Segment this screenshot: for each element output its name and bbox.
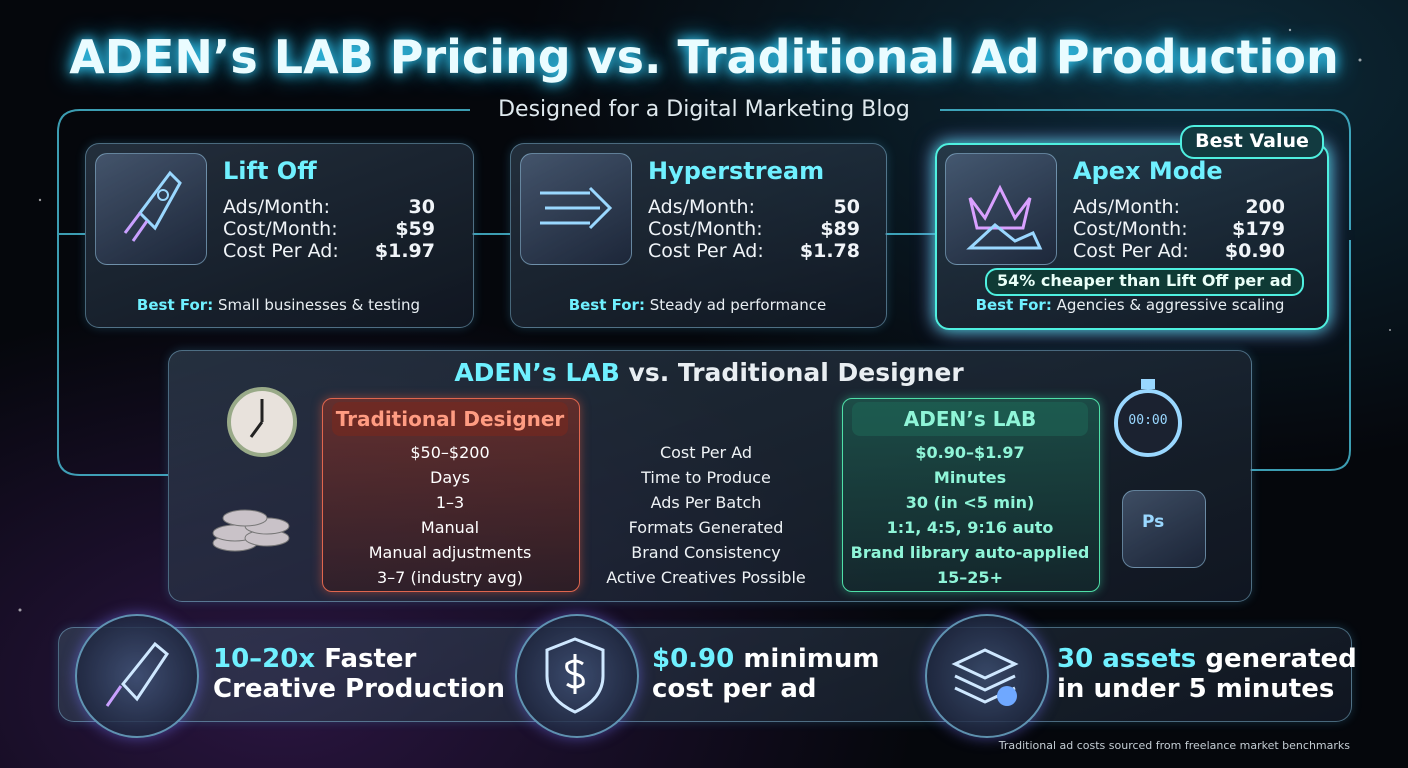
feature-text: Faster xyxy=(324,644,417,674)
plan-name: Lift Off xyxy=(223,157,317,185)
best-for: Best For: Small businesses & testing xyxy=(85,296,472,314)
badge: Best Value xyxy=(1180,125,1324,159)
plan-row-label: Ads/Month: xyxy=(648,196,755,218)
traditional-cell: Manual xyxy=(420,518,480,537)
best-for: Best For: Steady ad performance xyxy=(510,296,885,314)
icon xyxy=(925,614,1045,734)
icon-graphic xyxy=(966,184,1043,250)
traditional-header: Traditional Designer xyxy=(332,402,568,436)
plan-row-label: Cost Per Ad: xyxy=(648,240,764,262)
plan-row-value: $59 xyxy=(395,218,435,240)
traditional-cell: 3–7 (industry avg) xyxy=(377,568,523,587)
plan-row-value: $179 xyxy=(1232,218,1285,240)
aden-cell: $0.90–$1.97 xyxy=(915,443,1025,462)
best-for-text: Small businesses & testing xyxy=(217,296,421,314)
feature-highlight: 30 assets xyxy=(1057,644,1197,674)
subtitle: Designed for a Digital Marketing Blog xyxy=(498,97,910,122)
best-for: Best For: Agencies & aggressive scaling xyxy=(935,296,1325,314)
plan-row-value: $1.78 xyxy=(799,240,860,262)
aden-cell: 1:1, 4:5, 9:16 auto xyxy=(886,518,1054,537)
traditional-cell: Days xyxy=(430,468,470,487)
footnote: Traditional ad costs sourced from freela… xyxy=(998,739,1350,752)
traditional-cell: 1–3 xyxy=(435,493,465,512)
plan-name: Hyperstream xyxy=(648,157,825,185)
icon xyxy=(205,488,295,563)
icon-graphic xyxy=(540,186,613,230)
app-window xyxy=(1122,490,1206,568)
plan-row-label: Cost Per Ad: xyxy=(1073,240,1189,262)
metric-cell: Time to Produce xyxy=(641,468,771,487)
feature-highlight: $0.90 xyxy=(652,644,735,674)
metric-cell: Brand Consistency xyxy=(631,543,781,562)
feature-line2: Creative Production xyxy=(213,674,506,704)
feature-text: minimum xyxy=(743,644,880,674)
feature-highlight: 10–20x xyxy=(213,644,316,674)
best-for-label: Best For: xyxy=(136,296,214,314)
traditional-cell: Manual adjustments xyxy=(368,543,532,562)
plan-row-label: Cost/Month: xyxy=(648,218,763,240)
aden-header: ADEN’s LAB xyxy=(852,402,1088,436)
icon xyxy=(75,614,195,734)
feature-line1: 30 assets generated xyxy=(1057,644,1357,674)
icon xyxy=(1108,375,1188,460)
best-for-label: Best For: xyxy=(568,296,645,314)
icon xyxy=(95,153,205,263)
title-rest: vs. Traditional Designer xyxy=(628,358,964,387)
plan-row-value: 30 xyxy=(408,196,435,218)
plan-row-label: Ads/Month: xyxy=(223,196,330,218)
plan-row-value: 200 xyxy=(1245,196,1285,218)
plan-row-value: 50 xyxy=(833,196,860,218)
plan-row-value: $89 xyxy=(820,218,860,240)
metric-cell: Ads Per Batch xyxy=(650,493,762,512)
app-icon-label: Ps xyxy=(1142,512,1165,532)
plan-row-label: Cost/Month: xyxy=(1073,218,1188,240)
plan-row-label: Ads/Month: xyxy=(1073,196,1180,218)
plan-icon-box xyxy=(95,153,207,265)
plan-row-value: $0.90 xyxy=(1224,240,1285,262)
aden-cell: 15–25+ xyxy=(937,568,1003,587)
icon-graphic xyxy=(545,637,605,714)
plan-row-value: $1.97 xyxy=(374,240,435,262)
icon xyxy=(520,153,630,263)
best-for-label: Best For: xyxy=(975,296,1052,314)
feature-line1: $0.90 minimum xyxy=(652,644,879,674)
plan-name: Apex Mode xyxy=(1073,157,1223,185)
icon xyxy=(945,153,1055,263)
aden-cell: 30 (in <5 min) xyxy=(905,493,1035,512)
icon xyxy=(515,614,635,734)
icon-graphic xyxy=(1114,379,1182,457)
metric-cell: Formats Generated xyxy=(628,518,784,537)
icon-graphic xyxy=(227,387,297,457)
title-highlight: ADEN’s LAB xyxy=(454,358,620,387)
aden-cell: Minutes xyxy=(933,468,1007,487)
feature-line2: cost per ad xyxy=(652,674,817,704)
aden-cell: Brand library auto-applied xyxy=(850,543,1090,562)
feature-line2: in under 5 minutes xyxy=(1057,674,1335,704)
metric-cell: Active Creatives Possible xyxy=(606,568,806,587)
best-for-text: Agencies & aggressive scaling xyxy=(1056,296,1285,314)
icon-graphic xyxy=(105,641,169,707)
icon-graphic xyxy=(951,648,1019,706)
feature-circle xyxy=(75,614,199,738)
plan-row-label: Cost Per Ad: xyxy=(223,240,339,262)
metric-cell: Cost Per Ad xyxy=(659,443,753,462)
feature-text: generated xyxy=(1205,644,1357,674)
stopwatch-display: 00:00 xyxy=(1128,413,1168,428)
plan-row-label: Cost/Month: xyxy=(223,218,338,240)
comparison-title: ADEN’s LAB vs. Traditional Designer xyxy=(168,358,1250,387)
note: 54% cheaper than Lift Off per ad xyxy=(985,268,1304,296)
icon xyxy=(225,385,300,460)
icon-graphic xyxy=(123,170,182,242)
best-for-text: Steady ad performance xyxy=(649,296,827,314)
title: ADEN’s LAB Pricing vs. Traditional Ad Pr… xyxy=(69,30,1339,84)
icon-graphic xyxy=(212,509,290,552)
feature-line1: 10–20x Faster xyxy=(213,644,416,674)
feature-bar xyxy=(58,627,1352,722)
traditional-cell: $50–$200 xyxy=(410,443,490,462)
